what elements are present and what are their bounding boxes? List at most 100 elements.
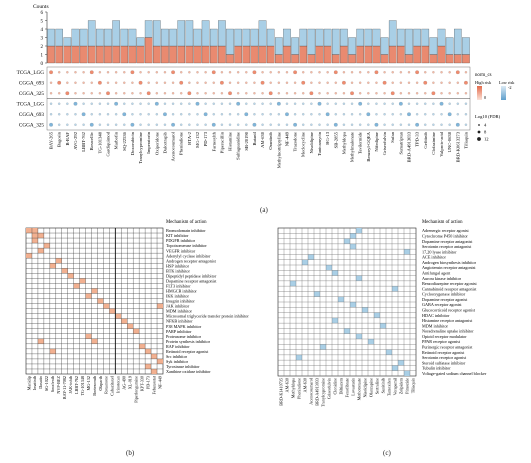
bar-high-risk	[454, 54, 462, 64]
moa-legend-item: Cannabinoid receptor antagonist	[422, 286, 477, 291]
heatmap-dot	[123, 92, 126, 95]
heatmap-dot	[163, 71, 167, 74]
compound-label: Sertraline	[374, 378, 379, 394]
heatmap-dot	[58, 113, 61, 116]
moa-legend-item: Syk inhibitor	[166, 359, 189, 364]
colorbar-low	[501, 86, 506, 100]
heatmap-dot	[261, 71, 264, 74]
moa-legend-item: Microsomal triglyceride transfer protein…	[166, 314, 249, 319]
heatmap-dot	[82, 92, 85, 95]
bar-high-risk	[405, 54, 413, 64]
heatmap-dot	[171, 102, 175, 105]
bar-high-risk	[144, 37, 153, 64]
heatmap-dot	[375, 102, 378, 105]
x-tick-label: Boswellic	[89, 132, 94, 150]
heatmap-dot	[399, 123, 403, 126]
moa-legend-item: Topoisomerase inhibitor	[166, 243, 207, 248]
heatmap-dot	[342, 80, 346, 85]
heatmap-dot	[432, 102, 435, 105]
x-tick-label: SB-20190	[244, 131, 249, 150]
x-tick-label: Gardiquimod	[106, 131, 111, 156]
heatmap-dot	[49, 122, 53, 127]
matrix-cell-filled	[374, 312, 380, 318]
heatmap-dot	[431, 91, 436, 96]
matrix-cell-filled	[392, 365, 398, 371]
compound-label: Clonidine	[332, 378, 337, 395]
heatmap-dot	[49, 102, 53, 105]
bar-low-risk	[421, 28, 430, 47]
heatmap-dot	[252, 122, 257, 127]
bar-low-risk	[454, 28, 462, 55]
compound-label: Febuxostat	[151, 375, 156, 394]
heatmap-dot	[464, 113, 468, 116]
heatmap-dot	[333, 122, 338, 127]
compound-label: Griseofulvin	[326, 377, 331, 399]
matrix-cell-filled	[157, 303, 163, 309]
heatmap-dot	[253, 81, 256, 84]
compound-label: Roxarsone	[104, 376, 109, 394]
compound-label: AM-630	[302, 378, 307, 392]
heatmap-row-label: TCGA_LGG	[17, 70, 45, 76]
moa-legend-item: HMGCR inhibitor	[166, 289, 197, 294]
heatmap-dot	[399, 92, 403, 95]
compound-label: SG-1022	[44, 376, 49, 391]
compound-label: Methotrexate	[356, 378, 361, 400]
moa-legend-item: Glucocorticoid receptor agonist	[422, 308, 476, 313]
heatmap-dot	[58, 102, 61, 105]
bar-low-risk	[388, 20, 397, 47]
heatmap-dot	[342, 102, 346, 105]
matrix-cell-filled	[31, 233, 38, 239]
heatmap-dot	[139, 71, 142, 74]
heatmap-dot	[383, 71, 386, 74]
bar-low-risk	[299, 28, 308, 47]
bar-low-risk	[437, 28, 446, 47]
x-tick-label: Oxiperidone	[154, 132, 159, 155]
matrix-cell-filled	[127, 323, 134, 329]
heatmap-dot	[114, 101, 119, 106]
matrix-cell-filled	[314, 291, 320, 297]
matrix-cell-filled	[151, 353, 158, 359]
heatmap-dot	[318, 81, 321, 84]
bar-low-risk	[445, 37, 454, 55]
bar-high-risk	[421, 45, 430, 64]
heatmap-dot	[155, 81, 158, 84]
heatmap-dot	[375, 113, 378, 116]
heatmap-dot	[211, 122, 216, 127]
x-tick-label: Dalcetrapib	[162, 131, 167, 153]
compound-label: Piperlongumine	[133, 376, 138, 403]
compound-label: Fenofibrate	[344, 378, 349, 397]
heatmap-dot	[204, 92, 207, 95]
heatmap-dot	[342, 123, 346, 126]
heatmap-dot	[98, 123, 102, 126]
heatmap-dot	[163, 81, 167, 84]
heatmap-dot	[171, 113, 175, 116]
heatmap-dot	[98, 113, 102, 116]
heatmap-dot	[358, 101, 363, 106]
colorbar-tick: 0	[484, 95, 486, 100]
bar-high-risk	[445, 54, 454, 64]
heatmap-dot	[367, 102, 370, 105]
heatmap-dot	[212, 92, 215, 95]
matrix-cell-filled	[398, 360, 404, 366]
heatmap-dot	[261, 92, 264, 95]
bar-low-risk	[218, 20, 226, 47]
heatmap-dot	[383, 92, 386, 95]
x-tick-label: BAY-265	[49, 131, 54, 149]
compound-label: Lovastatin	[350, 377, 355, 396]
matrix-cell-filled	[133, 328, 140, 334]
x-tick-label: B-RAF	[65, 132, 70, 146]
matrix-cell-filled	[356, 333, 362, 339]
heatmap-dot	[245, 81, 248, 84]
heatmap-dot	[448, 102, 451, 105]
heatmap-dot	[390, 91, 395, 96]
heatmap-dot	[146, 91, 151, 96]
heatmap-dot	[350, 71, 354, 74]
heatmap-dot	[66, 71, 69, 74]
heatmap-dot	[253, 102, 256, 105]
heatmap-dot	[375, 92, 378, 95]
matrix-cell-filled	[109, 308, 116, 314]
heatmap-dot	[432, 123, 435, 126]
matrix-cell-filled	[326, 265, 332, 271]
bar-low-risk	[250, 28, 259, 47]
panel-c: BRD-K1410735 AM-630 Methyldopa Phenindione A…	[277, 220, 487, 407]
